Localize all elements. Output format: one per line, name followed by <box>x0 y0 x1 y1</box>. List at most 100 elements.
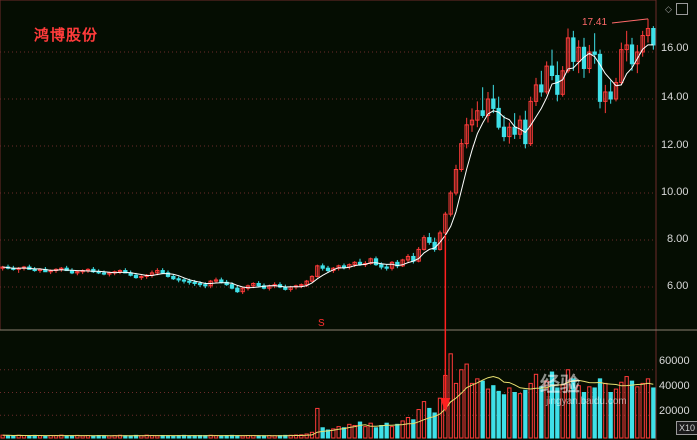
candle-body <box>512 126 517 135</box>
price-panel-frame <box>0 0 657 331</box>
candle-body <box>379 264 384 268</box>
volume-bar <box>549 371 555 439</box>
volume-scale-badge[interactable]: X10 <box>676 421 697 435</box>
candle-body <box>304 280 309 286</box>
candle-body <box>507 126 512 138</box>
volume-bar <box>427 407 432 439</box>
volume-bar <box>363 426 368 439</box>
candle-body <box>592 51 597 55</box>
volume-bar <box>11 435 16 439</box>
volume-bar <box>43 435 48 439</box>
volume-bar <box>368 422 373 439</box>
candle-body <box>464 124 469 145</box>
candle-body <box>437 232 443 250</box>
candle-body <box>624 44 629 51</box>
candle-body <box>560 70 565 95</box>
volume-bar <box>27 435 32 439</box>
candle-body <box>192 281 197 284</box>
volume-bar <box>411 419 416 439</box>
candle-body <box>421 237 427 250</box>
candle-body <box>485 98 491 116</box>
volume-bar <box>528 382 533 439</box>
candle-body <box>443 213 448 234</box>
volume-bar <box>507 387 512 439</box>
volume-bar <box>155 435 160 439</box>
candle-body <box>629 44 635 65</box>
candle-body <box>533 84 539 102</box>
candle-body <box>240 287 245 293</box>
volume-tick-label: 60000 <box>659 355 690 367</box>
diamond-icon[interactable]: ◇ <box>665 4 672 14</box>
candle-body <box>416 248 421 262</box>
volume-bar <box>629 380 635 439</box>
candle-body <box>491 98 496 109</box>
volume-bar <box>587 386 592 439</box>
candle-body <box>229 284 235 289</box>
candle-body <box>315 265 320 277</box>
watermark-url: jingyan.baidu.com <box>546 396 627 407</box>
candle-body <box>101 272 107 275</box>
candle-body <box>405 255 411 261</box>
peak-price-label: 17.41 <box>582 17 608 28</box>
volume-bar <box>331 428 336 439</box>
volume-bar <box>475 378 480 439</box>
candle-body <box>107 272 112 275</box>
candle-body <box>544 65 549 93</box>
volume-bar <box>565 369 571 439</box>
candle-body <box>571 37 576 62</box>
candle-body <box>139 275 144 279</box>
candle-body <box>480 110 485 116</box>
candle-body <box>171 275 176 280</box>
candle-body <box>133 274 139 279</box>
watermark-logo: 经验 <box>540 372 580 396</box>
volume-bar <box>171 435 176 439</box>
volume-bar <box>635 386 640 439</box>
price-tick-label: 12.00 <box>661 139 689 151</box>
volume-bar <box>592 387 597 439</box>
volume-bar <box>256 435 261 439</box>
price-tick-label: 10.00 <box>661 186 689 198</box>
volume-bar <box>315 407 320 439</box>
volume-bar <box>80 435 85 439</box>
candle-body <box>96 271 101 274</box>
candle-body <box>373 258 379 266</box>
price-ma-line <box>2 44 654 289</box>
volume-bar <box>219 435 224 439</box>
candle-body <box>69 270 75 274</box>
window-restore-icon[interactable] <box>676 3 688 15</box>
candle-body <box>389 261 395 269</box>
volume-bar <box>400 420 405 439</box>
candle-body <box>603 91 608 102</box>
candle-body <box>325 267 331 272</box>
price-tick-label: 14.00 <box>661 91 689 103</box>
candle-body <box>576 46 581 62</box>
candle-body <box>384 266 389 269</box>
volume-bar <box>405 417 411 439</box>
volume-ma-line <box>2 375 654 437</box>
candle-body <box>459 143 464 170</box>
candle-body <box>309 275 315 282</box>
candle-body <box>640 35 645 53</box>
volume-bar <box>539 386 544 439</box>
volume-bar <box>304 433 309 439</box>
candle-body <box>117 270 123 273</box>
candle-body <box>352 261 357 266</box>
candle-body <box>251 282 256 287</box>
volume-bar <box>240 435 245 439</box>
volume-bar <box>613 388 619 439</box>
volume-bar <box>416 409 421 439</box>
volume-bar <box>533 373 539 439</box>
volume-bar <box>491 385 496 439</box>
volume-bar <box>336 426 341 439</box>
volume-bar <box>187 435 192 439</box>
candle-body <box>469 119 475 126</box>
volume-bar <box>37 435 43 439</box>
volume-bar <box>107 435 112 439</box>
volume-bar <box>571 378 576 439</box>
volume-bar <box>501 394 507 439</box>
candle-body <box>587 51 592 69</box>
volume-bar <box>437 397 443 439</box>
candle-body <box>427 237 432 243</box>
volume-bar <box>576 385 581 439</box>
